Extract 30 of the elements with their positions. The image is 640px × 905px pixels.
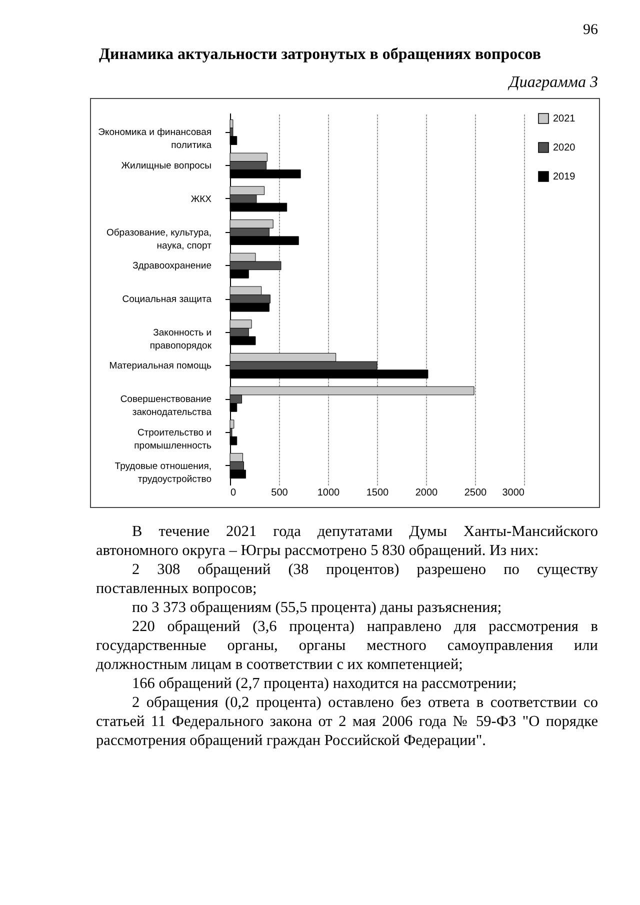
x-tick-label: 2500	[464, 488, 488, 498]
y-tick-label: Образование, культура, наука, спорт	[106, 227, 212, 252]
text: 2 308 обращений (38 процентов) разрешено по существу поставленных вопросов;	[96, 560, 598, 598]
text: 220 обращений (3,6 процента) направлено для рассмотрения в государственные органы, органы местного самоуправления или должностным лицам в соответствии с их компетенцией;	[96, 617, 598, 674]
y-tick-label: Здравоохранение	[132, 260, 212, 272]
y-tick-label: Жилищные вопросы	[121, 160, 212, 172]
y-tick-label: Совершенствование законодательства	[120, 394, 212, 418]
chart-subtitle: Диаграмма 3	[507, 74, 598, 92]
x-tick-label: 1500	[366, 488, 390, 498]
y-tick-label: Социальная защита	[122, 294, 212, 305]
x-tick-label: 0	[230, 488, 236, 498]
y-tick-label: Трудовые отношения, трудоустройство	[114, 460, 212, 485]
x-tick-label: 500	[271, 488, 288, 498]
x-tick-label: 3000	[502, 488, 525, 498]
y-tick-label: Строительство и промышленность	[134, 427, 212, 452]
legend-label: 2019	[553, 172, 576, 182]
text: 2 обращения (0,2 процента) оставлено без ответа в соответствии со статьей 11 Федерального закона от 2 мая 2006 года № 59-ФЗ "О порядке рассмотрения обращений граждан Российской Федерации".	[96, 693, 598, 750]
x-tick-label: 2000	[415, 488, 438, 498]
text: по 3 373 обращениям (55,5 процента) даны разъяснения;	[131, 598, 503, 617]
text: 166 обращений (2,7 процента) находится на рассмотрении;	[131, 674, 518, 693]
text: В течение 2021 года депутатами Думы Ханты-Мансийского автономного округа – Югры рассмотрено 5 830 обращений. Из них:	[96, 522, 598, 560]
text: 96	[583, 22, 598, 39]
legend-label: 2021	[553, 114, 576, 124]
chart-title: Динамика актуальности затронутых в обращениях вопросов	[99, 46, 541, 63]
x-tick-label: 1000	[317, 488, 340, 498]
y-tick-label: Экономика и финансовая политика	[98, 127, 212, 152]
y-tick-label: Материальная помощь	[109, 360, 212, 372]
y-tick-label: ЖКХ	[190, 194, 212, 205]
legend-label: 2020	[553, 142, 576, 154]
y-tick-label: Законность и правопорядок	[150, 327, 212, 352]
